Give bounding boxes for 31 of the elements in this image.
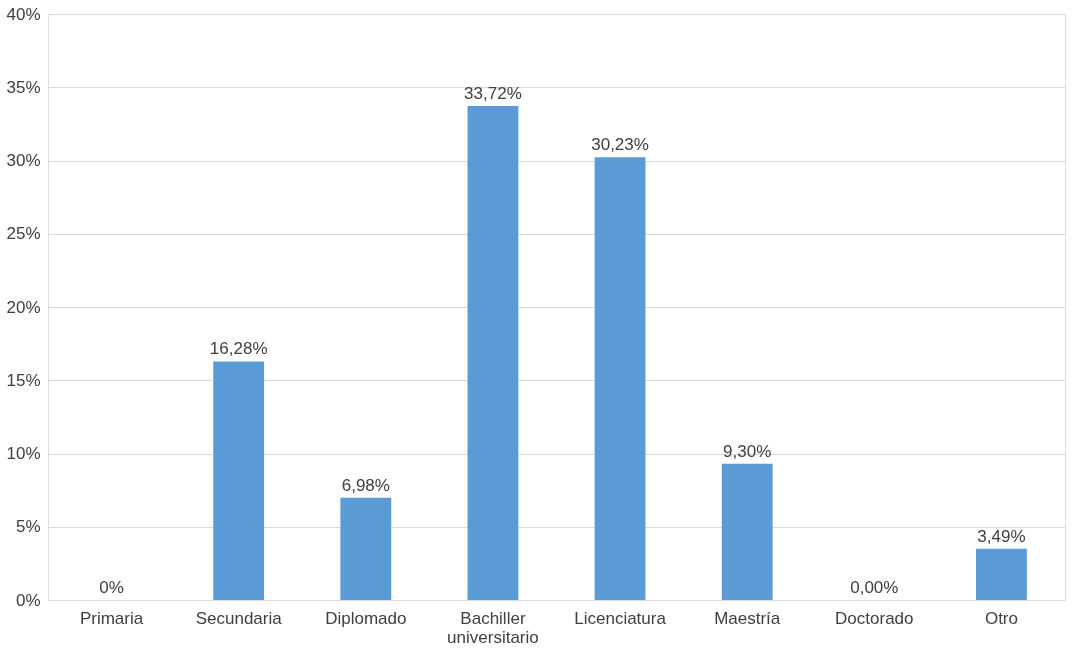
data-label: 0% — [99, 578, 124, 597]
x-tick-label: Diplomado — [325, 608, 407, 628]
bar — [721, 463, 773, 600]
bar — [467, 106, 519, 600]
x-tick-label: Secundaria — [195, 608, 283, 628]
x-tick-label: Licenciatura — [574, 608, 667, 628]
y-tick-label: 0% — [15, 590, 41, 610]
x-tick-label: Maestría — [714, 608, 781, 628]
data-label: 33,72% — [464, 84, 522, 103]
data-label: 16,28% — [209, 339, 268, 359]
y-tick-label: 40% — [6, 4, 41, 24]
bar — [594, 157, 646, 600]
y-tick-label: 20% — [6, 297, 41, 317]
y-tick-label: 35% — [6, 77, 41, 97]
x-tick-label: Doctorado — [835, 608, 914, 628]
data-label: 30,23% — [591, 135, 649, 155]
bar — [976, 548, 1027, 600]
data-label: 3,49% — [977, 526, 1026, 546]
bar — [213, 361, 265, 600]
x-tick-label: Bachiller universitario — [447, 608, 539, 647]
y-tick-label: 5% — [15, 517, 41, 537]
y-tick-label: 30% — [6, 151, 41, 170]
data-label: 9,30% — [723, 441, 772, 461]
y-tick-label: 15% — [6, 370, 41, 390]
y-tick-label: 25% — [6, 224, 41, 244]
data-label: 6,98% — [341, 475, 390, 495]
x-tick-label: Primaria — [79, 608, 144, 628]
bar — [340, 497, 392, 600]
data-label: 0,00% — [850, 578, 899, 597]
y-tick-label: 10% — [6, 444, 41, 463]
x-tick-label: Otro — [984, 608, 1018, 628]
